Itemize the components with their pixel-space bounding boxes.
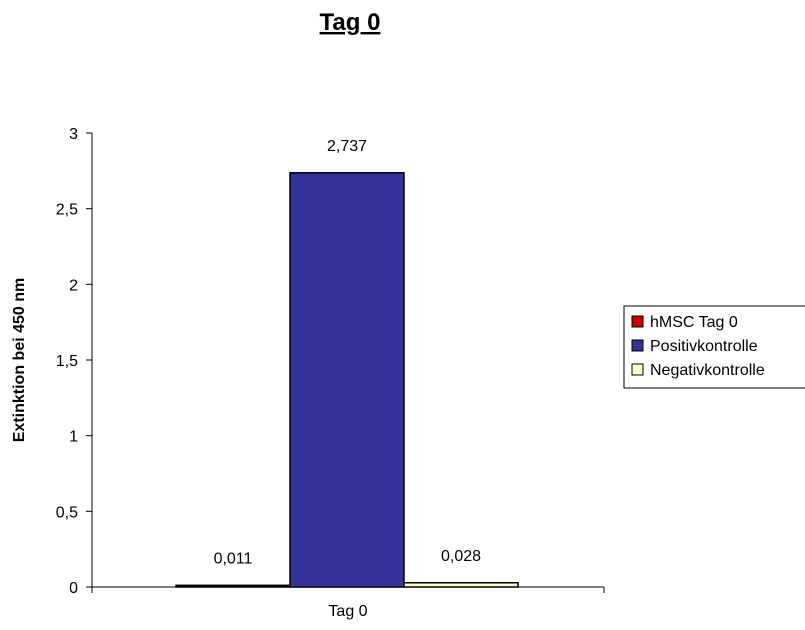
legend-swatch-3 (631, 363, 644, 376)
legend: hMSC Tag 0 Positivkontrolle Negativkontrol… (623, 305, 805, 389)
legend-box (623, 305, 805, 389)
bar-2 (289, 172, 405, 588)
y-tick-label: 1,5 (56, 353, 78, 370)
y-tick-label: 3 (69, 126, 78, 143)
chart-title: Tag 0 (320, 9, 381, 36)
y-tick-label: 2,5 (56, 202, 78, 219)
y-tick-label: 2 (69, 277, 78, 294)
legend-swatch-1 (631, 315, 644, 328)
y-tick-label: 0,5 (56, 504, 78, 521)
y-tick-label: 0 (69, 580, 78, 597)
y-axis-title: Extinktion bei 450 nm (11, 278, 28, 442)
data-label-3: 0,028 (441, 548, 481, 565)
data-label-1: 0,011 (214, 550, 253, 567)
legend-swatch-2 (631, 339, 644, 352)
x-tick-label: Tag 0 (328, 603, 367, 620)
y-tick-label: 1 (69, 429, 78, 446)
legend-label-2: Positivkontrolle (650, 338, 758, 355)
data-label-2: 2,737 (327, 138, 367, 155)
plot-area: 0,011 2,737 0,028 0 0,5 1 1,5 2 2,5 3 Tag 0 (56, 126, 605, 620)
legend-label-3: Negativkontrolle (650, 362, 765, 379)
bar-3 (403, 582, 519, 588)
legend-label-1: hMSC Tag 0 (650, 314, 738, 331)
